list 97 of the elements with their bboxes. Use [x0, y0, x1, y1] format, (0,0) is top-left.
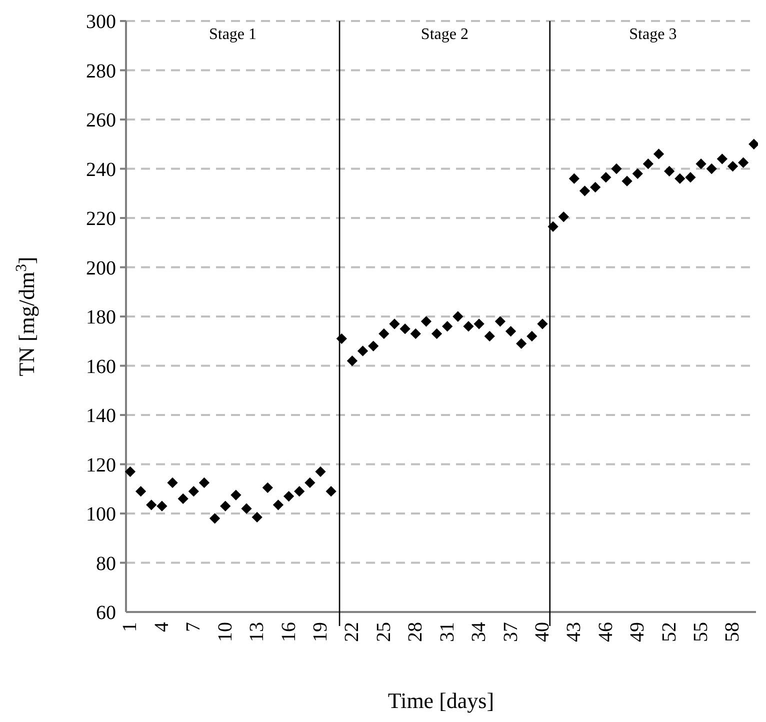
point — [600, 172, 612, 183]
x-tick-label: 13 — [246, 622, 268, 642]
annotation: Stage 3 — [629, 26, 677, 43]
y-tick-label: 60 — [96, 602, 116, 624]
x-tick-label: 7 — [182, 622, 205, 632]
y-tick-label: 120 — [86, 454, 116, 476]
point — [632, 168, 643, 179]
point — [389, 318, 400, 330]
point — [727, 160, 738, 172]
point — [346, 356, 358, 366]
point — [716, 154, 728, 164]
y-tick-label: 100 — [86, 504, 116, 526]
y-tick-label: 80 — [96, 552, 116, 575]
y-tick-label: 260 — [86, 110, 116, 132]
annotation: Stage 1 — [208, 26, 257, 43]
y-tick-label: 220 — [86, 208, 116, 230]
x-tick-label: 31 — [436, 622, 458, 642]
x-tick-label: 22 — [341, 622, 364, 642]
point — [653, 148, 664, 160]
point — [209, 513, 220, 524]
point — [442, 321, 453, 332]
y-tick-label: 280 — [86, 60, 116, 82]
point — [294, 486, 305, 497]
y-tick-label: 200 — [86, 257, 116, 280]
x-tick-label: 25 — [372, 622, 395, 642]
point — [368, 340, 379, 352]
point — [304, 477, 316, 488]
point — [400, 324, 410, 334]
point — [664, 166, 675, 177]
point — [494, 316, 506, 327]
x-tick-label: 34 — [468, 622, 490, 642]
x-tick-label: 52 — [658, 622, 680, 642]
point — [188, 486, 199, 497]
y-tick-label: 180 — [86, 306, 116, 328]
x-tick-label: 46 — [594, 622, 617, 642]
x-axis-title: Time [days] — [388, 688, 494, 713]
point — [283, 490, 294, 502]
point — [146, 500, 157, 510]
point — [505, 326, 516, 337]
point — [474, 318, 484, 330]
point — [548, 221, 558, 232]
point — [378, 328, 390, 340]
point — [579, 186, 590, 196]
point — [336, 333, 347, 344]
point — [706, 163, 717, 174]
y-tick-label: 160 — [86, 356, 116, 378]
point — [696, 158, 706, 170]
point — [230, 490, 242, 500]
point — [178, 493, 188, 504]
x-tick-label: 19 — [309, 622, 332, 642]
point — [685, 172, 696, 183]
point — [262, 482, 273, 493]
point — [326, 486, 336, 497]
point — [420, 316, 432, 327]
x-tick-label: 28 — [404, 622, 427, 642]
x-tick-label: 4 — [150, 622, 173, 632]
point — [516, 338, 527, 349]
point — [431, 328, 442, 340]
point — [484, 330, 495, 342]
y-tick-label: 240 — [86, 158, 116, 181]
point — [124, 466, 136, 477]
point — [558, 211, 569, 222]
point — [135, 486, 146, 497]
x-tick-label: 49 — [626, 622, 649, 642]
point — [463, 321, 474, 332]
point — [642, 158, 654, 170]
point — [590, 182, 601, 193]
point — [315, 466, 326, 477]
point — [167, 477, 178, 488]
point — [241, 503, 252, 514]
x-tick-label: 10 — [214, 622, 236, 642]
point — [738, 157, 749, 168]
x-tick-label: 1 — [119, 622, 142, 632]
point — [748, 138, 758, 150]
x-tick-label: 55 — [690, 622, 712, 642]
x-tick-label: 37 — [500, 622, 522, 642]
point — [357, 346, 368, 356]
y-tick-label: 140 — [86, 405, 116, 427]
y-tick-label: 300 — [86, 11, 116, 33]
point — [410, 328, 421, 340]
x-tick-label: 43 — [563, 622, 586, 642]
point — [568, 173, 580, 184]
point — [611, 163, 622, 174]
point — [452, 311, 464, 322]
point — [220, 500, 231, 512]
point — [272, 500, 284, 510]
point — [674, 173, 686, 184]
x-tick-label: 40 — [531, 622, 554, 642]
point — [537, 318, 548, 330]
point — [198, 477, 210, 488]
annotation: Stage 2 — [420, 26, 468, 43]
x-tick-label: 58 — [722, 622, 744, 642]
point — [526, 330, 538, 342]
point — [156, 500, 168, 512]
point — [252, 512, 262, 523]
point — [622, 176, 632, 186]
x-tick-label: 16 — [278, 622, 300, 642]
